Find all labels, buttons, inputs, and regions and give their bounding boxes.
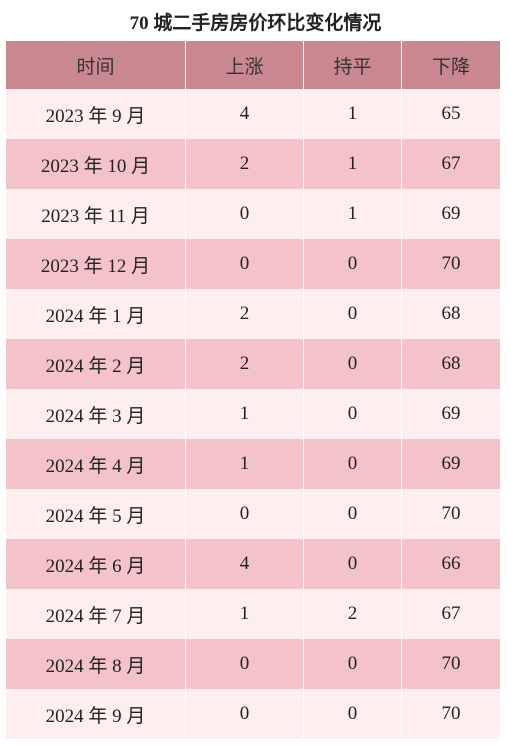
count-cell: 68	[401, 289, 501, 339]
count-cell: 1	[185, 439, 304, 489]
count-cell: 1	[303, 189, 402, 239]
count-cell: 70	[401, 239, 501, 289]
table-row: 2023 年 12 月 0 0 70	[5, 239, 501, 289]
count-cell: 0	[303, 439, 402, 489]
count-cell: 0	[303, 689, 402, 739]
count-cell: 2	[185, 339, 304, 389]
count-cell: 69	[401, 439, 501, 489]
month-cell: 2023 年 10 月	[5, 139, 186, 189]
table-row: 2024 年 9 月 0 0 70	[5, 689, 501, 739]
count-cell: 70	[401, 639, 501, 689]
count-cell: 0	[185, 689, 304, 739]
count-cell: 67	[401, 589, 501, 639]
month-cell: 2023 年 11 月	[5, 189, 186, 239]
count-cell: 2	[185, 139, 304, 189]
count-cell: 1	[303, 139, 402, 189]
count-cell: 2	[185, 289, 304, 339]
count-cell: 67	[401, 139, 501, 189]
count-cell: 0	[185, 489, 304, 539]
count-cell: 0	[303, 389, 402, 439]
count-cell: 65	[401, 89, 501, 139]
table-row: 2024 年 3 月 1 0 69	[5, 389, 501, 439]
table-row: 2023 年 10 月 2 1 67	[5, 139, 501, 189]
table-title: 70 城二手房房价环比变化情况	[129, 13, 382, 34]
month-cell: 2024 年 4 月	[5, 439, 186, 489]
count-cell: 0	[303, 639, 402, 689]
count-cell: 0	[303, 489, 402, 539]
month-cell: 2024 年 3 月	[5, 389, 186, 439]
count-cell: 4	[185, 539, 304, 589]
table-row: 2024 年 5 月 0 0 70	[5, 489, 501, 539]
month-cell: 2024 年 9 月	[5, 689, 186, 739]
header-cell: 持平	[303, 41, 402, 89]
month-cell: 2024 年 7 月	[5, 589, 186, 639]
count-cell: 1	[185, 589, 304, 639]
count-cell: 0	[185, 239, 304, 289]
header-row: 时间 上涨 持平 下降	[5, 41, 501, 89]
price-change-table: 时间 上涨 持平 下降 2023 年 9 月 4 1 65 2023 年 10 月 2 1 67 20…	[5, 41, 501, 739]
table-row: 2024 年 7 月 1 2 67	[5, 589, 501, 639]
count-cell: 70	[401, 489, 501, 539]
month-cell: 2024 年 1 月	[5, 289, 186, 339]
count-cell: 70	[401, 689, 501, 739]
month-cell: 2023 年 9 月	[5, 89, 186, 139]
table-row: 2024 年 4 月 1 0 69	[5, 439, 501, 489]
month-cell: 2024 年 6 月	[5, 539, 186, 589]
count-cell: 66	[401, 539, 501, 589]
table-row: 2024 年 8 月 0 0 70	[5, 639, 501, 689]
count-cell: 1	[185, 389, 304, 439]
count-cell: 68	[401, 339, 501, 389]
header-cell: 下降	[401, 41, 501, 89]
table-body: 2023 年 9 月 4 1 65 2023 年 10 月 2 1 67 2023 年 11 月…	[5, 89, 501, 739]
count-cell: 0	[185, 189, 304, 239]
count-cell: 4	[185, 89, 304, 139]
count-cell: 0	[303, 289, 402, 339]
count-cell: 0	[303, 239, 402, 289]
month-cell: 2024 年 5 月	[5, 489, 186, 539]
table-row: 2024 年 1 月 2 0 68	[5, 289, 501, 339]
month-cell: 2023 年 12 月	[5, 239, 186, 289]
header-cell: 上涨	[185, 41, 304, 89]
count-cell: 2	[303, 589, 402, 639]
table-row: 2024 年 6 月 4 0 66	[5, 539, 501, 589]
count-cell: 0	[303, 339, 402, 389]
table-row: 2023 年 9 月 4 1 65	[5, 89, 501, 139]
count-cell: 0	[303, 539, 402, 589]
count-cell: 1	[303, 89, 402, 139]
month-cell: 2024 年 2 月	[5, 339, 186, 389]
count-cell: 69	[401, 389, 501, 439]
count-cell: 0	[185, 639, 304, 689]
table-row: 2023 年 11 月 0 1 69	[5, 189, 501, 239]
count-cell: 69	[401, 189, 501, 239]
table-row: 2024 年 2 月 2 0 68	[5, 339, 501, 389]
header-cell: 时间	[5, 41, 186, 89]
month-cell: 2024 年 8 月	[5, 639, 186, 689]
